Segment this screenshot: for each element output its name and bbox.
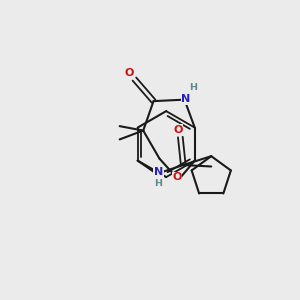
Text: N: N	[181, 94, 190, 104]
Text: O: O	[124, 68, 134, 78]
Text: H: H	[189, 83, 197, 92]
Text: O: O	[173, 125, 183, 135]
Text: O: O	[172, 172, 182, 182]
Text: H: H	[154, 179, 162, 188]
Text: N: N	[154, 167, 163, 177]
